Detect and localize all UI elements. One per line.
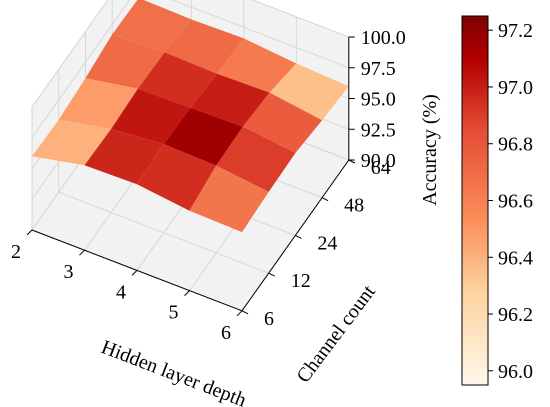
colorbar-tick-label: 96.8 xyxy=(498,134,533,156)
colorbar xyxy=(461,15,489,386)
x-tick-label: 5 xyxy=(169,302,179,324)
x-tick-mark xyxy=(26,229,33,236)
z-tick-label: 90.0 xyxy=(361,150,396,172)
grid-y-floor xyxy=(58,191,269,274)
y-tick-mark xyxy=(321,197,329,202)
x-tick-mark xyxy=(236,310,243,317)
surface-patch xyxy=(242,92,323,153)
colorbar-ticks: 96.0 96.2 96.4 96.6 96.8 97.0 97.2 xyxy=(488,20,533,383)
y-tick-label: 48 xyxy=(344,195,364,217)
x-tick-label: 6 xyxy=(221,322,231,344)
surface-patch xyxy=(217,38,297,93)
surface-patch xyxy=(32,119,112,166)
x-tick-label: 2 xyxy=(11,241,21,263)
surface-patch xyxy=(163,107,243,166)
y-tick-mark xyxy=(295,234,302,239)
colorbar-tick-label: 96.4 xyxy=(498,247,533,269)
axis-lines xyxy=(26,36,356,317)
x-tick-label: 3 xyxy=(64,261,74,283)
z-tick-label: 97.5 xyxy=(361,58,396,80)
surface-patch xyxy=(190,73,270,127)
y-tick-label: 64 xyxy=(371,157,391,179)
z-tick-label: 92.5 xyxy=(361,119,396,141)
x-tick-mark xyxy=(131,270,138,276)
grid-z-left xyxy=(31,0,109,108)
surface-patch xyxy=(58,78,138,129)
surface-patch xyxy=(269,63,349,121)
x-axis-label: Hidden layer depth xyxy=(98,336,249,407)
x-tick-mark xyxy=(184,290,190,296)
z-tick-label: 95.0 xyxy=(361,89,396,111)
grid-z-back xyxy=(171,0,349,69)
x-tick-mark xyxy=(79,249,85,256)
z-axis-label: Accuracy (%) xyxy=(419,94,441,206)
surface-patch xyxy=(216,126,296,192)
colorbar-tick-label: 96.2 xyxy=(498,304,533,326)
surface-patch xyxy=(85,34,165,89)
y-tick-mark xyxy=(268,272,275,277)
surface-mesh xyxy=(32,0,349,233)
y-tick-mark xyxy=(241,310,249,315)
z-tick-label: 100.0 xyxy=(361,27,406,49)
colorbar-tick-label: 97.2 xyxy=(498,20,533,42)
y-axis-label: Channel count xyxy=(292,281,380,387)
grid-z-back xyxy=(251,0,349,38)
colorbar-tick-label: 96.6 xyxy=(498,191,533,213)
surface-patch xyxy=(111,88,191,145)
colorbar-tick-label: 96.0 xyxy=(498,361,533,383)
surface-patch xyxy=(137,52,218,108)
surface-patch xyxy=(84,128,164,185)
surface-patch xyxy=(164,19,244,74)
y-tick-label: 12 xyxy=(291,270,311,292)
y-tick-label: 6 xyxy=(264,308,274,330)
x-tick-label: 4 xyxy=(116,281,126,303)
grid-z-left xyxy=(31,0,131,139)
surface-patch xyxy=(189,165,269,233)
surface-patch xyxy=(137,144,217,211)
surface-patch xyxy=(112,0,192,53)
y-tick-label: 24 xyxy=(317,232,337,254)
colorbar-tick-label: 97.0 xyxy=(498,77,533,99)
